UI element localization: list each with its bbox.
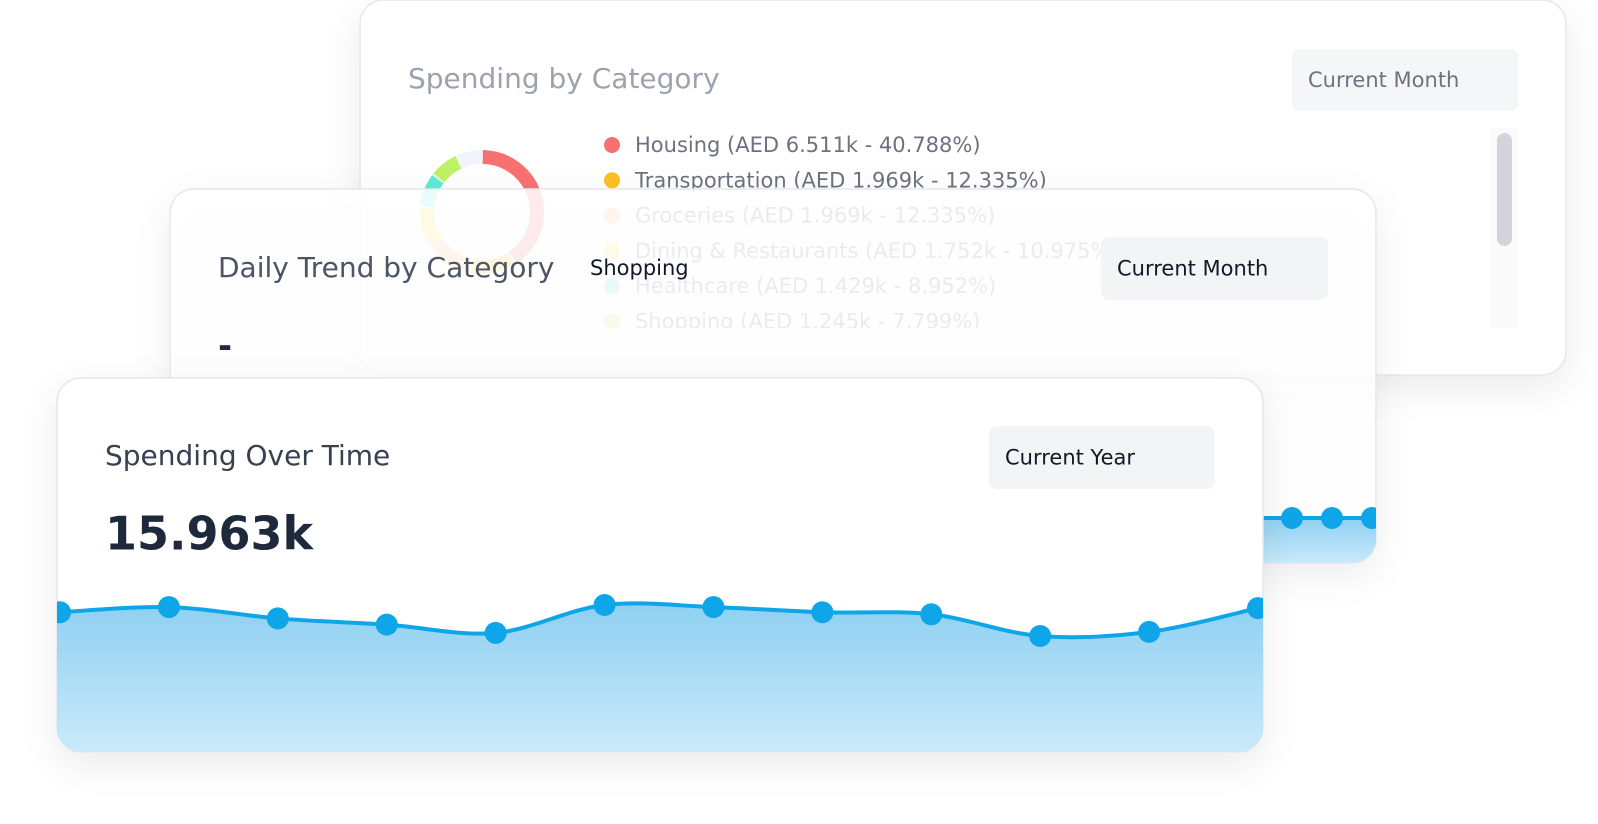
period-label[interactable]: Current Year: [1005, 446, 1135, 470]
total-value: -: [218, 327, 232, 367]
point: [1361, 507, 1376, 529]
point: [920, 603, 943, 626]
point: [811, 601, 834, 624]
legend-dot: [604, 137, 620, 153]
point: [157, 596, 180, 619]
legend-dot: [604, 172, 620, 189]
point: [1247, 597, 1263, 620]
card-title: Spending Over Time: [105, 439, 390, 472]
chart: [57, 594, 1263, 752]
point: [375, 613, 398, 636]
period-label[interactable]: Current Month: [1308, 68, 1459, 92]
point: [593, 594, 616, 616]
point: [702, 596, 725, 619]
point: [266, 607, 289, 630]
scrollbar-thumb[interactable]: [1497, 133, 1512, 246]
legend-label: Housing (AED 6.511k - 40.788%): [635, 133, 981, 157]
donut-segment: [433, 155, 462, 183]
period-select[interactable]: [1101, 237, 1328, 300]
line: [59, 601, 1259, 640]
period-select[interactable]: [989, 426, 1215, 489]
card: Spending Over Time Current Year 15.963k: [56, 377, 1264, 753]
period-select[interactable]: [1292, 49, 1518, 111]
area: [57, 603, 1263, 752]
point: [1321, 507, 1343, 529]
point: [484, 621, 507, 644]
total-value: 15.963k: [105, 507, 315, 561]
point: [1029, 625, 1052, 647]
point: [1281, 507, 1303, 529]
card-title: Daily Trend by Category: [218, 251, 554, 284]
point: [57, 601, 71, 624]
category-label[interactable]: Shopping: [590, 256, 689, 280]
point: [1138, 620, 1161, 643]
card-title: Spending by Category: [408, 62, 720, 95]
period-label[interactable]: Current Month: [1117, 257, 1268, 281]
